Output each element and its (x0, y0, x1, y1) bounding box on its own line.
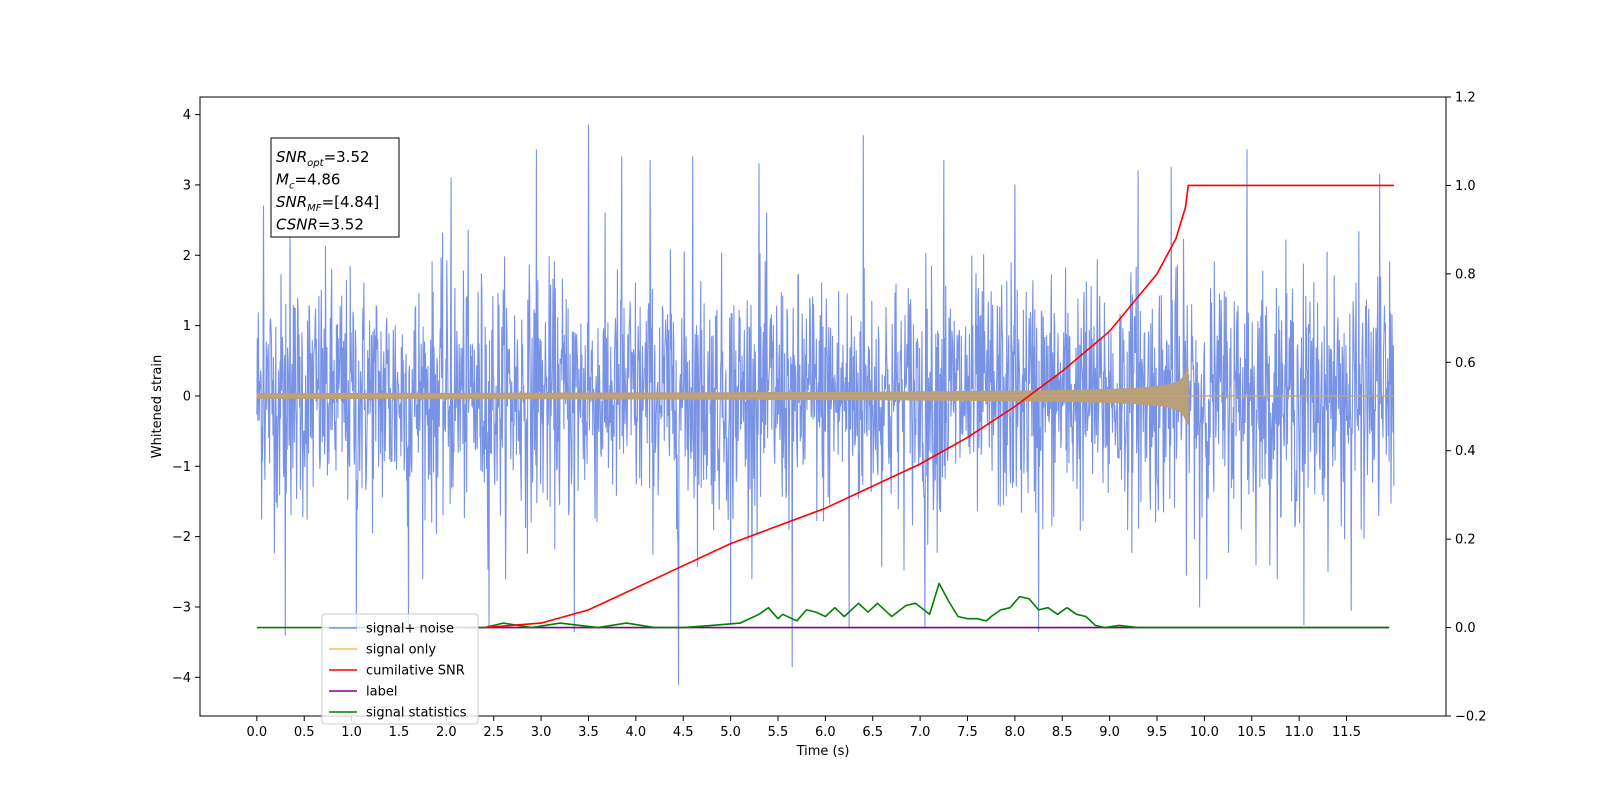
stats-line: SNRMF=[4.84] (276, 193, 379, 214)
y-tick-label: 1 (183, 319, 191, 334)
y2-tick-label: 0.2 (1455, 533, 1476, 548)
x-tick-label: 10.5 (1237, 725, 1266, 740)
x-tick-label: 11.0 (1285, 725, 1314, 740)
x-tick-label: 1.0 (341, 725, 362, 740)
y2-tick-label: 0.6 (1455, 356, 1476, 371)
x-tick-label: 7.0 (910, 725, 931, 740)
y2-tick-label: −0.2 (1455, 710, 1487, 725)
x-tick-label: 6.5 (862, 725, 883, 740)
y-tick-label: 2 (183, 249, 191, 264)
legend: signal+ noise signal only cumilative SNR la… (321, 613, 479, 725)
x-axis-label: Time (s) (796, 744, 850, 759)
legend-label: signal only (366, 643, 436, 658)
y2-tick-label: 0.4 (1455, 444, 1476, 459)
y2-tick-label: 0.8 (1455, 267, 1476, 282)
y-tick-label: −1 (172, 460, 191, 475)
x-tick-label: 5.5 (768, 725, 789, 740)
legend-label: label (366, 685, 397, 700)
y-tick-label: 0 (183, 389, 191, 404)
x-tick-label: 9.5 (1147, 725, 1168, 740)
y-tick-label: 4 (183, 108, 191, 123)
y-axis-label: Whitened strain (150, 355, 165, 458)
x-tick-label: 4.0 (626, 725, 647, 740)
y-tick-label: −2 (172, 530, 191, 545)
x-tick-label: 1.5 (389, 725, 410, 740)
y2-tick-label: 1.0 (1455, 179, 1476, 194)
x-tick-label: 2.0 (436, 725, 457, 740)
y-tick-label: −3 (172, 600, 191, 615)
x-tick-label: 8.0 (1005, 725, 1026, 740)
overlay-lines-group (256, 184, 1394, 629)
x-tick-label: 6.0 (815, 725, 836, 740)
x-tick-label: 4.5 (673, 725, 694, 740)
x-tick-label: 3.5 (578, 725, 599, 740)
y-tick-label: 3 (183, 178, 191, 193)
stats-box-frame (270, 137, 400, 238)
y2-tick-label: 1.2 (1455, 91, 1476, 106)
x-tick-label: 5.0 (720, 725, 741, 740)
legend-label: signal statistics (366, 706, 467, 721)
x-tick-label: 10.0 (1190, 725, 1219, 740)
x-tick-label: 0.0 (247, 725, 268, 740)
x-axis: 0.0 0.5 1.0 1.5 2.0 2.5 3.0 3.5 4.0 4.5 5.0 5.5 6.0 6… (247, 716, 1361, 740)
y-axis-left: 4 3 2 1 0 −1 −2 −3 −4 (172, 108, 200, 686)
x-tick-label: 11.5 (1332, 725, 1361, 740)
stats-line: Mc=4.86 (276, 171, 340, 192)
noise-series-group (256, 124, 1395, 685)
x-tick-label: 9.0 (1099, 725, 1120, 740)
x-tick-label: 2.5 (483, 725, 504, 740)
legend-frame (321, 613, 479, 725)
y2-tick-label: 0.0 (1455, 621, 1476, 636)
series-signal-noise (256, 124, 1395, 685)
signal-series-group (256, 367, 1394, 425)
series-cumulative-snr (484, 184, 1394, 629)
legend-label: cumilative SNR (366, 664, 465, 679)
x-tick-label: 8.5 (1052, 725, 1073, 740)
x-tick-label: 7.5 (957, 725, 978, 740)
stats-line: SNRopt=3.52 (276, 148, 370, 169)
y-tick-label: −4 (172, 671, 191, 686)
x-tick-label: 3.0 (531, 725, 552, 740)
x-tick-label: 0.5 (294, 725, 315, 740)
series-signal-statistics (256, 582, 1390, 629)
plot-frame (199, 96, 1447, 717)
stats-line: CSNR=3.52 (276, 216, 364, 234)
legend-label: signal+ noise (366, 622, 454, 637)
y-axis-right: 1.2 1.0 0.8 0.6 0.4 0.2 0.0 −0.2 (1446, 91, 1487, 725)
